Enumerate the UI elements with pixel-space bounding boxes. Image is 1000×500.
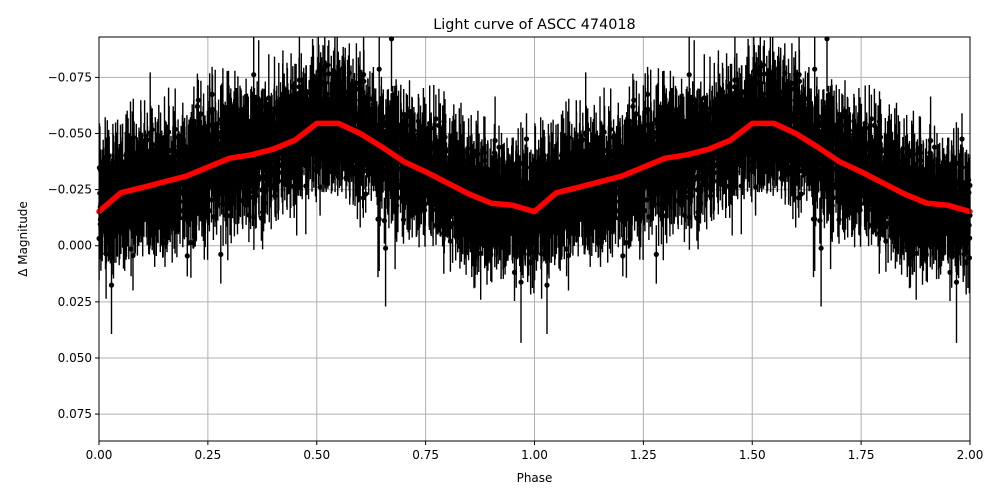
x-axis-ticks: 0.00 0.25 0.50 0.75 1.00 1.25 1.50 1.75 2.00 [86, 441, 984, 462]
y-axis-label: Δ Magnitude [16, 201, 30, 277]
x-axis-label: Phase [517, 471, 553, 485]
x-tick-label: 0.25 [195, 448, 222, 462]
x-tick-label: 2.00 [957, 448, 984, 462]
x-tick-label: 0.75 [412, 448, 439, 462]
y-tick-label: 0.025 [58, 295, 92, 309]
y-tick-label: −0.050 [48, 127, 92, 141]
x-tick-label: 0.00 [86, 448, 113, 462]
x-tick-label: 1.75 [848, 448, 875, 462]
y-tick-label: 0.000 [58, 239, 92, 253]
observation-points [96, 36, 973, 343]
x-tick-label: 1.25 [630, 448, 657, 462]
y-tick-label: 0.075 [58, 407, 92, 421]
binned-mean-curve [96, 120, 973, 215]
y-tick-label: −0.025 [48, 183, 92, 197]
y-tick-label: −0.075 [48, 70, 92, 84]
x-tick-label: 0.50 [303, 448, 330, 462]
y-axis-ticks: −0.075 −0.050 −0.025 0.000 0.025 0.050 0.075 [48, 70, 99, 421]
x-tick-label: 1.00 [521, 448, 548, 462]
y-tick-label: 0.050 [58, 351, 92, 365]
x-tick-label: 1.50 [739, 448, 766, 462]
chart-title: Light curve of ASCC 474018 [433, 17, 635, 33]
